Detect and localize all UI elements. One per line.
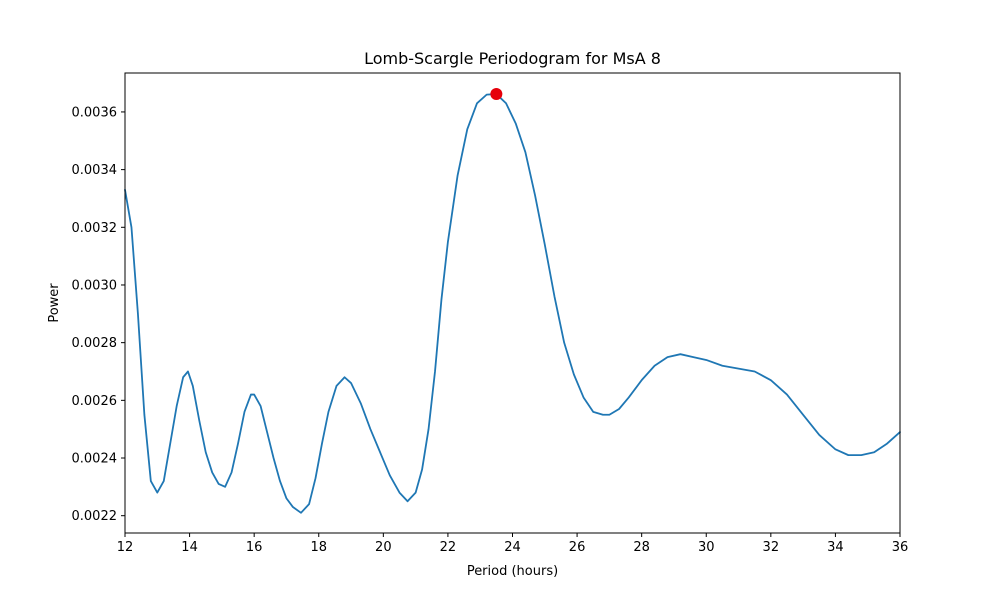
y-tick-label: 0.0022 xyxy=(72,509,118,524)
x-axis: 12 14 16 18 20 22 24 26 28 30 32 34 36 xyxy=(117,533,909,555)
x-tick-label: 26 xyxy=(569,540,586,555)
peak-marker xyxy=(490,88,503,101)
x-axis-label: Period (hours) xyxy=(467,564,558,579)
chart-title: Lomb-Scargle Periodogram for MsA 8 xyxy=(364,49,661,68)
x-tick-label: 30 xyxy=(698,540,715,555)
x-tick-label: 16 xyxy=(246,540,263,555)
y-tick-label: 0.0030 xyxy=(72,278,118,293)
x-tick-label: 18 xyxy=(310,540,327,555)
y-tick-label: 0.0032 xyxy=(72,221,118,236)
y-tick-label: 0.0026 xyxy=(72,394,118,409)
series-line-0 xyxy=(124,93,901,514)
plot-area xyxy=(124,88,901,514)
y-axis: 0.0022 0.0024 0.0026 0.0028 0.0030 0.0032 0.00… xyxy=(72,105,125,524)
y-tick-label: 0.0024 xyxy=(72,452,118,467)
x-tick-label: 24 xyxy=(504,540,521,555)
axes-frame xyxy=(124,72,901,534)
x-tick-label: 32 xyxy=(763,540,780,555)
x-tick-label: 22 xyxy=(440,540,457,555)
y-tick-label: 0.0034 xyxy=(72,163,118,178)
y-tick-label: 0.0028 xyxy=(72,336,118,351)
y-axis-label: Power xyxy=(47,283,62,323)
x-tick-label: 28 xyxy=(633,540,650,555)
x-tick-label: 36 xyxy=(892,540,909,555)
x-tick-label: 14 xyxy=(181,540,198,555)
x-tick-label: 20 xyxy=(375,540,392,555)
x-tick-label: 34 xyxy=(827,540,844,555)
y-tick-label: 0.0036 xyxy=(72,105,118,120)
x-tick-label: 12 xyxy=(117,540,134,555)
